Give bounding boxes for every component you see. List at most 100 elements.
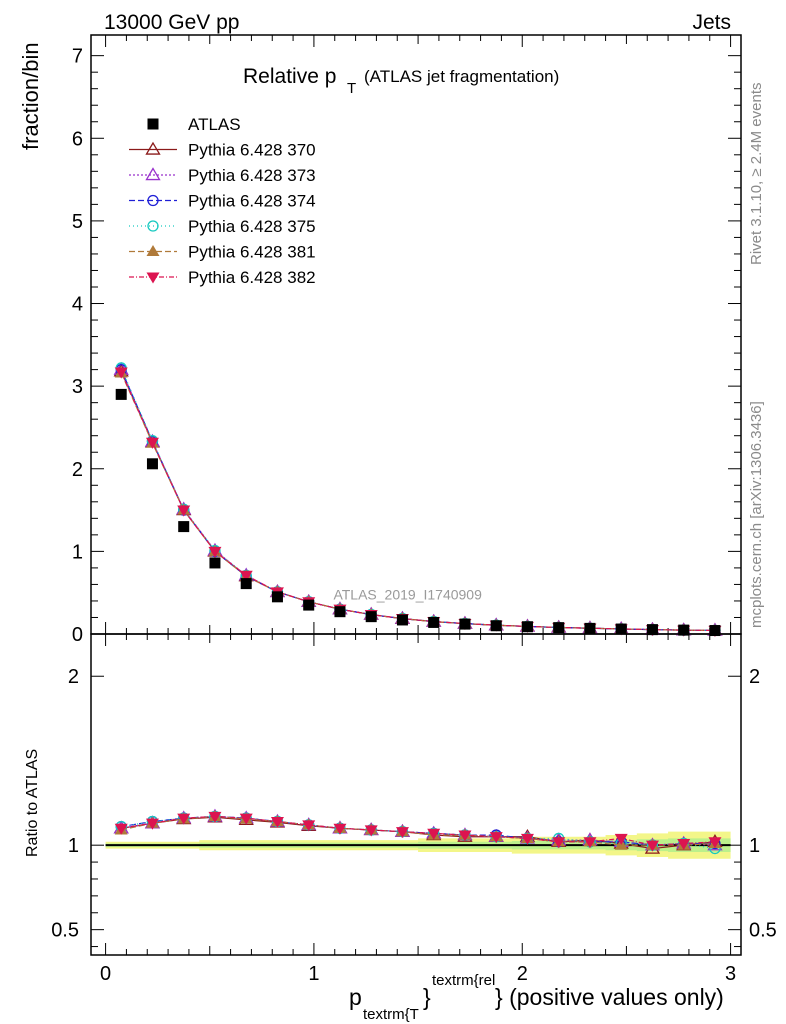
x-axis-label-p: p xyxy=(349,984,362,1010)
data-point xyxy=(646,624,658,636)
x-axis-label-tail: } (positive values only) xyxy=(495,984,724,1010)
legend-marker-data xyxy=(147,118,159,130)
ratio-point-5 xyxy=(520,833,534,845)
main-y-tick-label: 3 xyxy=(72,376,83,398)
main-y-tick-label: 2 xyxy=(72,459,83,481)
x-axis-label: p textrm{T } textrm{rel } (positive valu… xyxy=(349,972,724,1023)
ratio-point-5 xyxy=(395,827,409,839)
main-y-tick-label: 6 xyxy=(72,128,83,150)
ratio-point-5 xyxy=(364,825,378,837)
data-point xyxy=(146,458,158,470)
analysis-watermark: ATLAS_2019_I1740909 xyxy=(333,586,482,602)
main-y-axis-label: fraction/bin xyxy=(18,42,43,150)
data-point xyxy=(271,591,283,603)
data-point xyxy=(709,625,721,637)
x-tick-label: 3 xyxy=(725,963,736,985)
main-y-tick-label: 5 xyxy=(72,211,83,233)
ratio-frame xyxy=(90,633,742,956)
mc-point-5 xyxy=(208,546,222,558)
ratio-point-5 xyxy=(145,818,159,830)
mc-point-5 xyxy=(177,505,191,517)
data-point xyxy=(115,388,127,400)
ratio-y-tick-label-left: 2 xyxy=(68,666,79,688)
data-point xyxy=(209,557,221,569)
ratio-point-5 xyxy=(583,837,597,849)
ratio-point-5 xyxy=(614,833,628,845)
legend-marker-3 xyxy=(147,220,159,232)
x-tick-label: 0 xyxy=(100,963,111,985)
chart-title: Relative p T (ATLAS jet fragmentation) xyxy=(243,65,559,97)
mc-line-5 xyxy=(120,371,715,632)
ratio-point-5 xyxy=(239,813,253,825)
header-collision-label: 13000 GeV pp xyxy=(104,11,239,34)
mc-point-5 xyxy=(239,570,253,582)
ratio-y-tick-label-left: 0.5 xyxy=(51,920,79,942)
legend-marker-0 xyxy=(145,141,161,155)
data-point xyxy=(459,618,471,630)
legend-label-0: Pythia 6.428 370 xyxy=(188,141,316,160)
ratio-point-5 xyxy=(270,816,284,829)
data-point xyxy=(615,623,627,635)
legend-label-4: Pythia 6.428 381 xyxy=(188,243,316,262)
mcplots-reference-label: mcplots.cern.ch [arXiv:1306.3436] xyxy=(748,401,765,628)
data-point xyxy=(521,621,533,633)
ratio-point-5 xyxy=(208,811,222,823)
x-axis-label-brace: } xyxy=(423,984,431,1010)
ratio-point-5 xyxy=(708,837,722,849)
ratio-point-5 xyxy=(114,823,128,835)
ratio-plot: 0.5 0.5 1 1 2 2 0 1 2 3 xyxy=(51,633,777,985)
data-point xyxy=(396,614,408,626)
ratio-point-5 xyxy=(177,813,191,825)
legend-marker-1 xyxy=(145,167,161,181)
chart-title-main: Relative p xyxy=(243,65,336,88)
main-y-tick-label: 7 xyxy=(72,46,83,68)
ratio-point-5 xyxy=(458,830,472,842)
ratio-point-5 xyxy=(677,838,691,850)
data-point xyxy=(240,578,252,590)
x-axis-label-subscript: textrm{T xyxy=(363,1006,419,1023)
ratio-y-tick-label-left: 1 xyxy=(68,835,79,857)
main-y-tick-label: 0 xyxy=(72,624,83,646)
mc-point-5 xyxy=(114,367,128,379)
data-point xyxy=(178,521,190,533)
legend-label-2: Pythia 6.428 374 xyxy=(188,192,316,211)
main-plot: 0 1 2 3 4 5 6 7 ATLAS_2019_I1740909 xyxy=(72,34,742,646)
ratio-point-5 xyxy=(427,828,441,840)
data-point xyxy=(490,620,502,632)
legend: ATLAS Pythia 6.428 370 Pythia 6.428 373 Pyt… xyxy=(129,115,316,287)
ratio-y-axis-label: Ratio to ATLAS xyxy=(24,749,41,857)
data-point xyxy=(365,611,377,623)
legend-marker-5 xyxy=(146,272,160,284)
legend-label-5: Pythia 6.428 382 xyxy=(188,268,316,287)
legend-label-3: Pythia 6.428 375 xyxy=(188,217,316,236)
data-point xyxy=(334,606,346,618)
ratio-point-5 xyxy=(302,820,316,832)
data-point xyxy=(678,624,690,636)
data-point xyxy=(553,622,565,634)
mc-point-5 xyxy=(145,437,159,449)
legend-label-1: Pythia 6.428 373 xyxy=(188,166,316,185)
ratio-point-5 xyxy=(645,840,659,852)
rivet-version-label: Rivet 3.1.10, ≥ 2.4M events xyxy=(748,83,765,266)
legend-marker-4 xyxy=(146,245,160,257)
chart-title-suffix: (ATLAS jet fragmentation) xyxy=(364,67,559,86)
data-point xyxy=(584,622,596,634)
main-y-tick-label: 4 xyxy=(72,294,83,316)
main-y-tick-label: 1 xyxy=(72,541,83,563)
ratio-point-5 xyxy=(489,832,503,844)
data-point xyxy=(428,616,440,628)
ratio-y-tick-label-right: 0.5 xyxy=(749,920,777,942)
ratio-line-4 xyxy=(121,815,715,846)
ratio-point-5 xyxy=(552,837,566,849)
legend-label-data: ATLAS xyxy=(188,115,241,134)
ratio-point-5 xyxy=(333,823,347,835)
legend-marker-2 xyxy=(147,194,159,207)
header-analysis-label: Jets xyxy=(692,11,731,34)
ratio-y-tick-label-right: 2 xyxy=(749,666,760,688)
x-axis-label-superscript: textrm{rel xyxy=(432,972,495,989)
x-tick-label: 1 xyxy=(308,963,319,985)
chart-title-subscript: T xyxy=(347,80,356,97)
x-tick-label: 2 xyxy=(517,963,528,985)
data-point xyxy=(303,599,315,611)
